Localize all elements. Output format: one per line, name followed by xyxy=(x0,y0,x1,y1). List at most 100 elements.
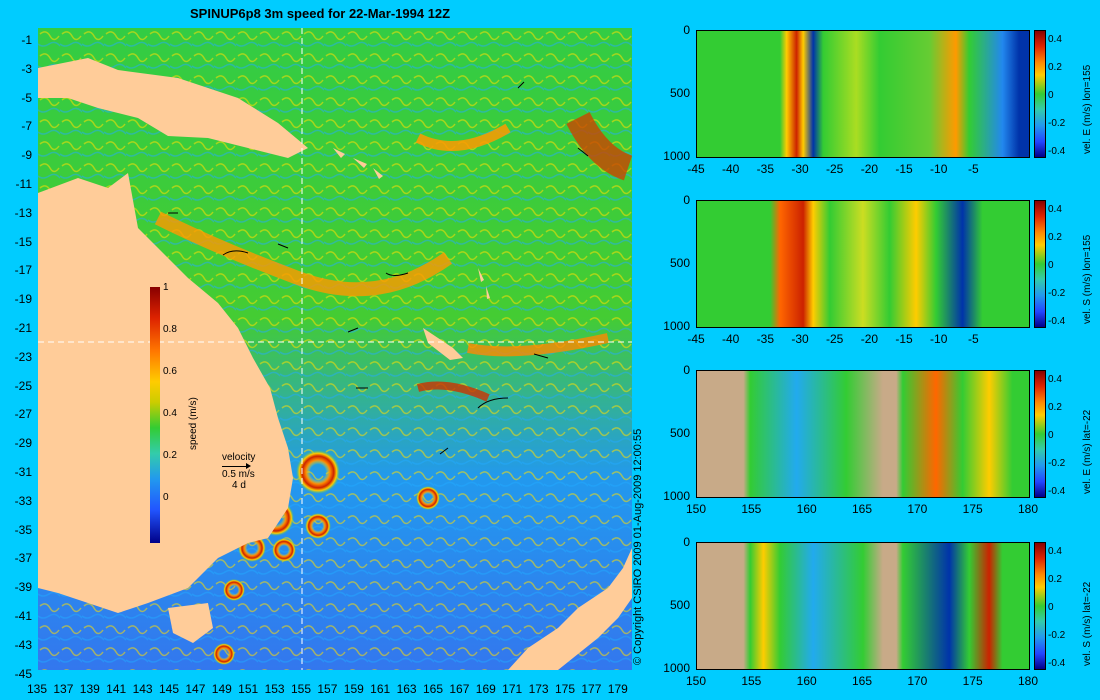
section-x-tick: 180 xyxy=(1017,502,1039,516)
section-colorbar-tick: 0.2 xyxy=(1048,232,1062,243)
section-title: vel. E (m/s) lon=155 xyxy=(1082,64,1093,154)
section-x-tick: -40 xyxy=(722,332,740,346)
section-plot[interactable] xyxy=(696,30,1030,158)
section-colorbar-tick: -0.2 xyxy=(1048,458,1066,469)
section-x-tick: 155 xyxy=(741,674,762,688)
section-colorbar xyxy=(1034,200,1046,328)
section-colorbar-tick: 0 xyxy=(1048,260,1054,271)
lat-tick-label: -11 xyxy=(15,177,32,191)
speed-map[interactable] xyxy=(38,28,632,670)
section-x-tick: 170 xyxy=(907,674,928,688)
section-x-tick: 165 xyxy=(851,502,873,516)
land-new-guinea xyxy=(38,58,308,158)
speed-colorbar-tick: 1 xyxy=(163,282,169,293)
eddy xyxy=(416,486,440,510)
lon-tick-label: 151 xyxy=(238,682,259,696)
lat-tick-label: -41 xyxy=(14,609,32,623)
section-x-tick: -35 xyxy=(756,332,775,346)
land-new-caledonia xyxy=(423,328,463,360)
lon-tick-label: 171 xyxy=(502,682,523,696)
land-tasmania xyxy=(168,603,213,643)
lon-tick-label: 167 xyxy=(449,682,470,696)
lat-tick-label: -19 xyxy=(14,292,32,307)
speed-colorbar-tick: 0.6 xyxy=(163,366,177,377)
eddy xyxy=(305,513,331,539)
lon-tick-label: 169 xyxy=(475,682,496,696)
map-title: SPINUP6p8 3m speed for 22-Mar-1994 12Z xyxy=(190,6,451,21)
section-x-tick: -45 xyxy=(687,332,705,346)
lon-tick-label: 137 xyxy=(53,682,74,696)
lon-tick-label: 165 xyxy=(422,682,444,696)
speed-colorbar-tick: 0 xyxy=(163,492,169,503)
section-x-tick: 180 xyxy=(1017,674,1039,688)
current-band xyxy=(415,123,511,151)
section-x-tick: -30 xyxy=(791,162,809,176)
section-colorbar-tick: -0.4 xyxy=(1048,658,1066,669)
section-plot[interactable] xyxy=(696,542,1030,670)
lat-tick-label: -27 xyxy=(14,407,32,422)
lat-tick-label: -13 xyxy=(14,205,32,220)
eddy xyxy=(296,450,340,494)
section-colorbar-tick: -0.2 xyxy=(1048,288,1066,299)
section-x-tick: 160 xyxy=(796,502,817,516)
section-x-tick: -20 xyxy=(860,162,879,176)
section-x-tick: 160 xyxy=(796,674,817,688)
section-x-tick: 155 xyxy=(741,502,762,516)
section-depth-tick: 1000 xyxy=(663,319,690,333)
section-depth-tick: 0 xyxy=(683,363,690,377)
section-x-tick: -25 xyxy=(826,332,844,346)
section-x-tick: 150 xyxy=(685,674,707,688)
speed-colorbar xyxy=(150,287,160,543)
lat-tick-label: -43 xyxy=(14,637,32,652)
lon-tick-label: 175 xyxy=(554,682,576,696)
section-plot[interactable] xyxy=(696,200,1030,328)
section-depth-tick: 0 xyxy=(683,23,690,37)
velocity-legend-speed: 0.5 m/s xyxy=(222,469,255,480)
lat-tick-label: -37 xyxy=(14,551,32,566)
section-depth-tick: 500 xyxy=(669,256,690,270)
velocity-legend-duration: 4 d xyxy=(232,480,246,491)
lat-tick-label: -25 xyxy=(14,378,32,393)
section-x-tick: -45 xyxy=(687,162,705,176)
land-new-zealand xyxy=(508,548,632,670)
lat-tick-label: -39 xyxy=(14,580,32,595)
section-colorbar xyxy=(1034,370,1046,498)
section-depth-tick: 500 xyxy=(669,598,690,612)
lon-tick-label: 153 xyxy=(264,682,285,696)
speed-colorbar-tick: 0.8 xyxy=(163,324,177,335)
section-depth-tick: 0 xyxy=(683,535,690,549)
section-x-tick: 150 xyxy=(685,502,707,516)
lon-tick-label: 161 xyxy=(370,682,391,696)
lon-tick-label: 157 xyxy=(317,682,338,696)
section-title: vel. S (m/s) lon=155 xyxy=(1082,234,1093,324)
section-colorbar xyxy=(1034,542,1046,670)
section-x-tick: 170 xyxy=(907,502,928,516)
section-x-tick: -15 xyxy=(895,332,913,346)
lon-tick-label: 155 xyxy=(290,682,312,696)
section-depth-tick: 1000 xyxy=(663,489,690,503)
section-x-tick: -25 xyxy=(826,162,844,176)
current-band xyxy=(566,111,632,181)
lat-tick-label: -33 xyxy=(14,493,32,508)
section-x-tick: 175 xyxy=(962,674,983,688)
section-colorbar-tick: 0.4 xyxy=(1048,34,1062,45)
section-x-tick: -5 xyxy=(968,332,979,346)
section-plot[interactable] xyxy=(696,370,1030,498)
lat-tick-label: -45 xyxy=(14,666,32,681)
section-colorbar-tick: -0.2 xyxy=(1048,630,1066,641)
lon-tick-label: 145 xyxy=(158,682,180,696)
lat-tick-label: -35 xyxy=(14,522,32,537)
section-x-tick: -5 xyxy=(968,162,979,176)
lat-tick-label: -1 xyxy=(21,33,32,47)
speed-map-canvas xyxy=(38,28,632,670)
lat-tick-label: -9 xyxy=(21,148,32,163)
lon-tick-label: 135 xyxy=(26,682,48,696)
lat-tick-label: -5 xyxy=(21,90,32,105)
speed-colorbar-tick: 0.4 xyxy=(163,408,177,419)
section-colorbar-tick: 0 xyxy=(1048,90,1054,101)
section-colorbar-tick: -0.2 xyxy=(1048,118,1066,129)
section-x-tick: -10 xyxy=(930,332,948,346)
section-colorbar-tick: 0 xyxy=(1048,430,1054,441)
lat-tick-label: -7 xyxy=(21,119,32,134)
lon-tick-label: 141 xyxy=(106,682,127,696)
